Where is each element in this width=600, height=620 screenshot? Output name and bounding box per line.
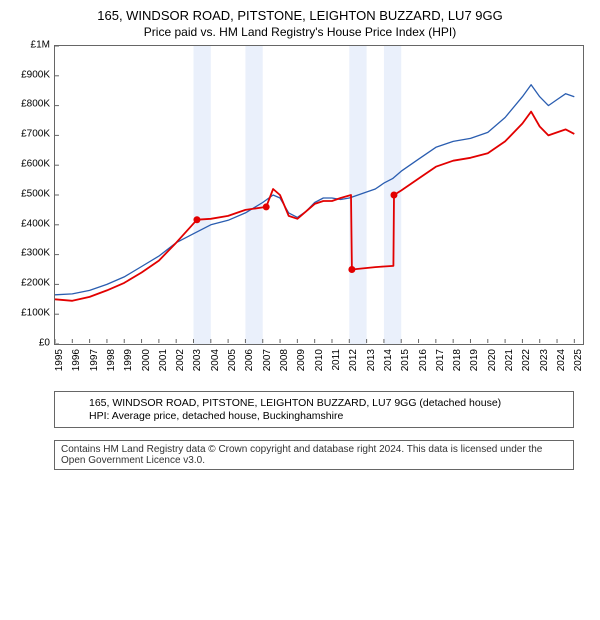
x-tick-label: 2011 — [331, 349, 342, 371]
x-tick-label: 2003 — [192, 349, 203, 371]
legend-swatch-price-paid — [61, 402, 83, 404]
x-tick-label: 2016 — [418, 349, 429, 371]
y-tick-label: £400K — [21, 218, 50, 229]
x-tick-label: 2006 — [244, 349, 255, 371]
chart-container: 165, WINDSOR ROAD, PITSTONE, LEIGHTON BU… — [0, 0, 600, 476]
y-tick-label: £300K — [21, 248, 50, 259]
x-tick-label: 2023 — [539, 349, 550, 371]
x-tick-label: 2002 — [175, 349, 186, 371]
chart-title-line2: Price paid vs. HM Land Registry's House … — [10, 25, 590, 39]
x-tick-label: 2021 — [504, 349, 515, 371]
chart-area: £0 £100K £200K £300K £400K £500K £600K £700K £80… — [10, 45, 590, 385]
x-tick-label: 2008 — [279, 349, 290, 371]
x-tick-label: 2000 — [141, 349, 152, 371]
legend-row-price-paid: 165, WINDSOR ROAD, PITSTONE, LEIGHTON BU… — [61, 397, 567, 409]
x-tick-label: 2013 — [366, 349, 377, 371]
x-axis: 1995 1996 1997 1998 1999 2000 2001 2002 2003 2004… — [54, 345, 584, 385]
y-axis: £0 £100K £200K £300K £400K £500K £600K £700K £80… — [10, 45, 54, 345]
y-tick-label: £600K — [21, 159, 50, 170]
x-tick-label: 1997 — [89, 349, 100, 371]
y-tick-label: £900K — [21, 69, 50, 80]
x-tick-label: 2017 — [435, 349, 446, 371]
y-tick-label: £100K — [21, 308, 50, 319]
legend-row-hpi: HPI: Average price, detached house, Buck… — [61, 410, 567, 422]
y-tick-label: £500K — [21, 188, 50, 199]
chart-title-line1: 165, WINDSOR ROAD, PITSTONE, LEIGHTON BU… — [10, 8, 590, 25]
y-tick-label: £200K — [21, 278, 50, 289]
legend-label-price-paid: 165, WINDSOR ROAD, PITSTONE, LEIGHTON BU… — [89, 397, 501, 409]
x-tick-label: 2022 — [521, 349, 532, 371]
x-tick-label: 2024 — [556, 349, 567, 371]
x-tick-label: 2014 — [383, 349, 394, 371]
y-tick-label: £800K — [21, 99, 50, 110]
x-tick-label: 1995 — [54, 349, 65, 371]
x-tick-label: 2020 — [487, 349, 498, 371]
x-tick-label: 2005 — [227, 349, 238, 371]
x-tick-label: 2019 — [469, 349, 480, 371]
x-tick-label: 2004 — [210, 349, 221, 371]
x-tick-label: 2010 — [314, 349, 325, 371]
x-tick-label: 1999 — [123, 349, 134, 371]
x-tick-label: 2015 — [400, 349, 411, 371]
source-note: Contains HM Land Registry data © Crown c… — [54, 440, 574, 470]
x-tick-label: 1996 — [71, 349, 82, 371]
legend-box: 165, WINDSOR ROAD, PITSTONE, LEIGHTON BU… — [54, 391, 574, 428]
x-tick-label: 2025 — [573, 349, 584, 371]
legend-label-hpi: HPI: Average price, detached house, Buck… — [89, 410, 343, 422]
y-tick-label: £700K — [21, 129, 50, 140]
x-tick-label: 1998 — [106, 349, 117, 371]
legend-swatch-hpi — [61, 415, 83, 417]
y-tick-label: £0 — [39, 337, 50, 348]
plot-area — [54, 45, 584, 345]
x-tick-label: 2007 — [262, 349, 273, 371]
x-tick-label: 2009 — [296, 349, 307, 371]
y-tick-label: £1M — [31, 39, 50, 50]
x-tick-label: 2001 — [158, 349, 169, 371]
x-tick-label: 2018 — [452, 349, 463, 371]
x-tick-label: 2012 — [348, 349, 359, 371]
